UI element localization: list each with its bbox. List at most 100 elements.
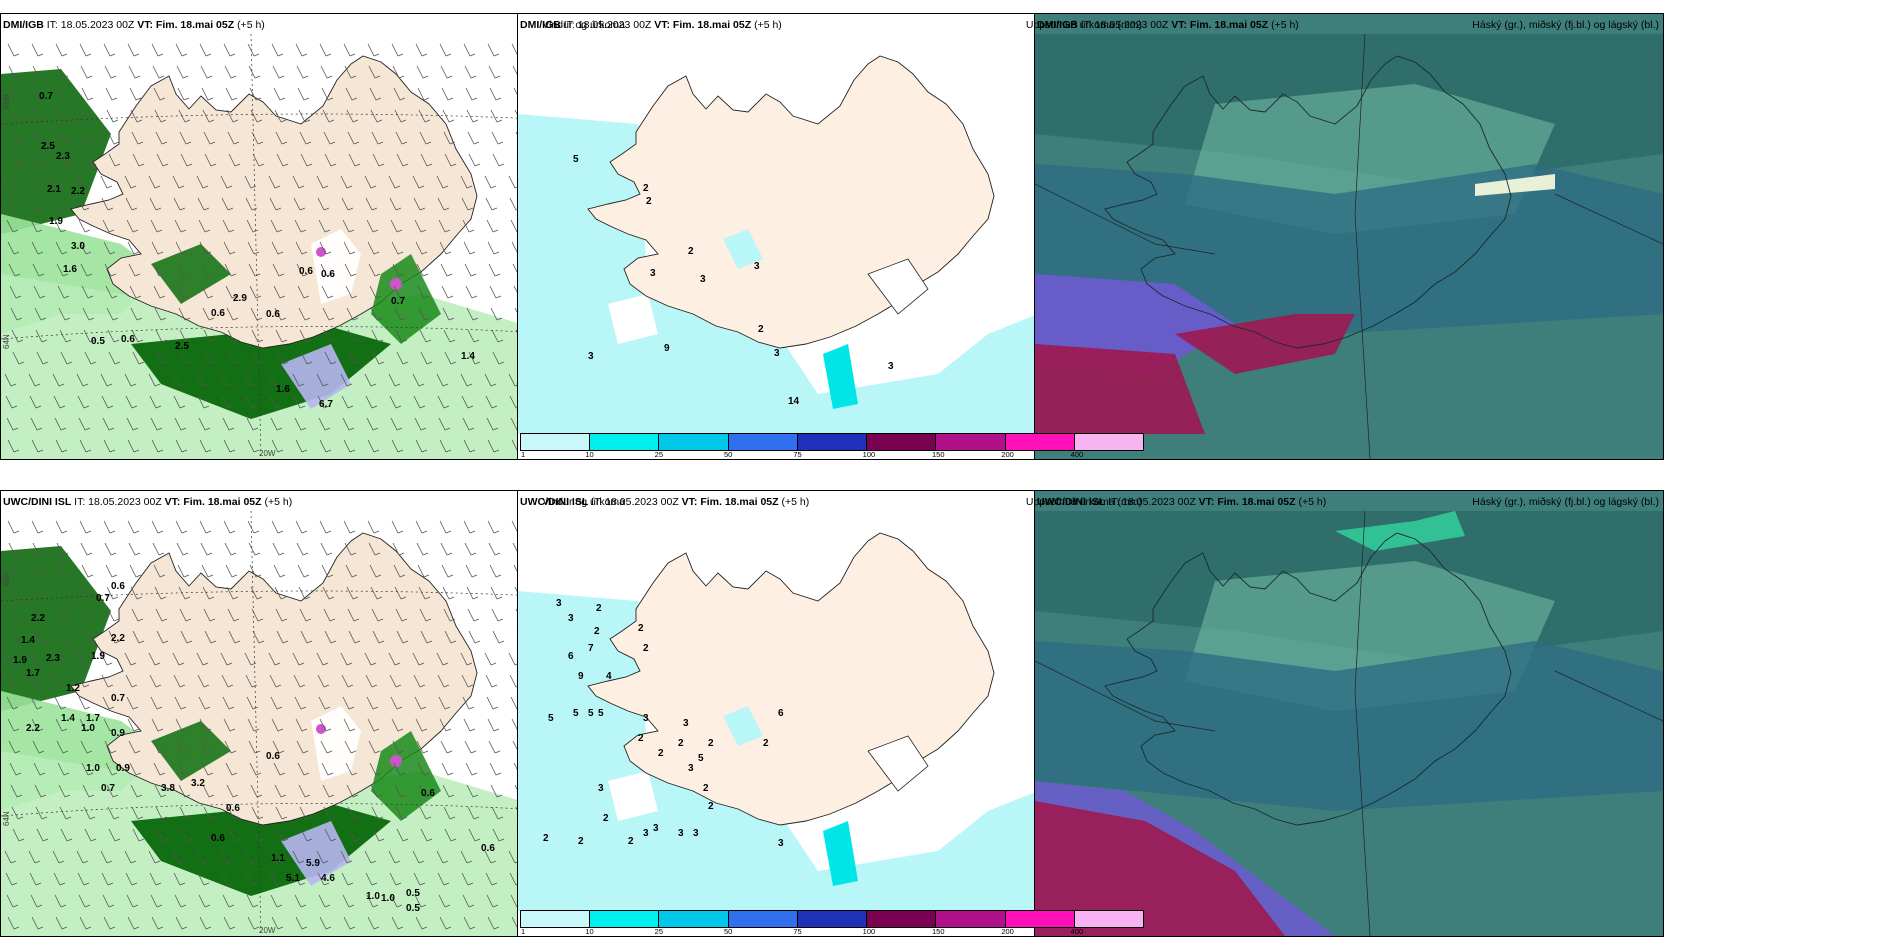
precip-value-label: 1.7 — [86, 713, 100, 724]
legend-swatch — [797, 434, 868, 450]
cloud-cover-map — [1035, 14, 1663, 459]
legend-tick-label: 1 — [521, 927, 526, 936]
legend-tick-label: 50 — [724, 450, 733, 459]
precip-value-label: 3 — [653, 823, 659, 834]
precip-value-label: 2.3 — [56, 151, 70, 162]
precip-value-label: 3 — [588, 351, 594, 362]
precip-value-label: 1.4 — [461, 351, 475, 362]
precip-value-label: 4.6 — [321, 873, 335, 884]
precip-value-label: 3.2 — [191, 778, 205, 789]
precip-value-label: 2 — [708, 801, 714, 812]
precip-value-label: 2 — [646, 196, 652, 207]
precip-value-label: 2 — [658, 748, 664, 759]
precip-value-label: 0.9 — [116, 763, 130, 774]
precip-value-label: 3 — [688, 763, 694, 774]
valid-time: VT: Fim. 18.mai 05Z — [1171, 19, 1269, 31]
precip-value-label: 5 — [598, 708, 604, 719]
field-title: Uppsöfnuð úrkoma (mm) — [1025, 496, 1142, 508]
precip-value-label: 6 — [778, 708, 784, 719]
model-name: DMI/IGB — [3, 19, 44, 31]
precip-value-label: 3 — [774, 348, 780, 359]
precip-value-label: 0.7 — [111, 693, 125, 704]
lead-time: (+5 h) — [1298, 496, 1327, 508]
valid-time: VT: Fim. 18.mai 05Z — [164, 496, 262, 508]
precip-value-label: 5 — [698, 753, 704, 764]
panel-header: DMI/IGB IT: 18.05.2023 00Z VT: Fim. 18.m… — [518, 14, 1146, 36]
precip-value-label: 1.0 — [366, 891, 380, 902]
precip-value-label: 1.0 — [86, 763, 100, 774]
model-name: DMI/IGB — [520, 19, 561, 31]
legend-swatch — [1005, 911, 1075, 927]
legend-swatch — [1005, 434, 1075, 450]
init-time: IT: 18.05.2023 00Z — [1108, 496, 1196, 508]
precip-value-label: 2 — [578, 836, 584, 847]
cloud-panel-uwc: UWC/DINI ISL IT: 18.05.2023 00Z VT: Fim.… — [1034, 490, 1664, 937]
legend-tick-label: 10 — [585, 927, 594, 936]
panel-header: UWC/DINI ISL IT: 18.05.2023 00Z VT: Fim.… — [1, 491, 629, 513]
precip-value-label: 1.0 — [381, 893, 395, 904]
precip-value-label: 0.7 — [101, 783, 115, 794]
precip-value-label: 2.2 — [111, 633, 125, 644]
precip-value-label: 2 — [543, 833, 549, 844]
precip-value-label: 0.6 — [211, 833, 225, 844]
precip-value-label: 3 — [643, 713, 649, 724]
field-title: Háský (gr.), miðský (fj.bl.) og lágský (… — [1472, 496, 1659, 508]
precip-value-label: 2.2 — [71, 186, 85, 197]
legend-swatch — [521, 434, 591, 450]
field-title: Vindur og úrkoma — [542, 19, 625, 31]
precip-value-label: 0.6 — [111, 581, 125, 592]
precip-value-label: 0.6 — [266, 309, 280, 320]
precip-value-label: 2 — [638, 623, 644, 634]
axis-label: 20W — [259, 926, 276, 935]
legend-swatch — [728, 434, 798, 450]
precip-value-label: 0.6 — [121, 334, 135, 345]
legend-tick-label: 400 — [1070, 927, 1084, 936]
precip-value-label: 0.6 — [321, 269, 335, 280]
precip-value-label: 5.9 — [306, 858, 320, 869]
legend-swatch — [590, 911, 660, 927]
model-name: DMI/IGB — [1037, 19, 1078, 31]
precip-value-label: 6.7 — [319, 399, 333, 410]
cloud-cover-map — [1035, 491, 1663, 936]
legend-tick-label: 400 — [1070, 450, 1084, 459]
legend-tick-label: 10 — [585, 450, 594, 459]
precip-value-label: 2.3 — [46, 653, 60, 664]
precip-value-label: 3 — [568, 613, 574, 624]
precip-value-label: 2.5 — [41, 141, 55, 152]
precip-value-label: 0.7 — [39, 91, 53, 102]
precip-value-label: 0.5 — [406, 888, 420, 899]
valid-time: VT: Fim. 18.mai 05Z — [1198, 496, 1296, 508]
precip-value-label: 2.5 — [175, 341, 189, 352]
precip-value-label: 0.7 — [391, 296, 405, 307]
wind-precip-map: 66N64N20W15W0.60.72.21.41.92.31.71.92.21… — [1, 510, 629, 936]
precip-value-label: 3 — [693, 828, 699, 839]
legend-swatch — [1074, 434, 1143, 450]
precip-value-label: 2 — [628, 836, 634, 847]
precip-value-label: 2 — [638, 733, 644, 744]
panel-header: UWC/DINI ISL IT: 18.05.2023 00Z VT: Fim.… — [518, 491, 1146, 513]
precip-value-label: 0.5 — [406, 903, 420, 914]
axis-label: 66N — [2, 94, 11, 109]
lead-time: (+5 h) — [1271, 19, 1299, 31]
precip-value-label: 2 — [678, 738, 684, 749]
precip-value-label: 0.6 — [421, 788, 435, 799]
precip-value-label: 3 — [650, 268, 656, 279]
axis-label: 64N — [2, 811, 11, 826]
axis-label: 66N — [2, 571, 11, 586]
precip-value-label: 1.9 — [91, 651, 105, 662]
precip-value-label: 4 — [606, 671, 612, 682]
precip-value-label: 2.9 — [233, 293, 247, 304]
precip-value-label: 2 — [596, 603, 602, 614]
legend-swatch — [728, 911, 798, 927]
precip-value-label: 0.6 — [266, 751, 280, 762]
axis-label: 20W — [259, 449, 276, 458]
valid-time: VT: Fim. 18.mai 05Z — [137, 19, 235, 31]
precip-value-label: 3 — [888, 361, 894, 372]
model-name: UWC/DINI ISL — [1037, 496, 1106, 508]
field-title: Uppsöfnuð úrkoma (mm) — [1025, 19, 1142, 31]
precip-value-label: 0.6 — [299, 266, 313, 277]
precip-value-label: 3 — [754, 261, 760, 272]
lead-time: (+5 h) — [754, 19, 782, 31]
legend-tick-label: 75 — [793, 927, 802, 936]
precip-value-label: 2 — [603, 813, 609, 824]
